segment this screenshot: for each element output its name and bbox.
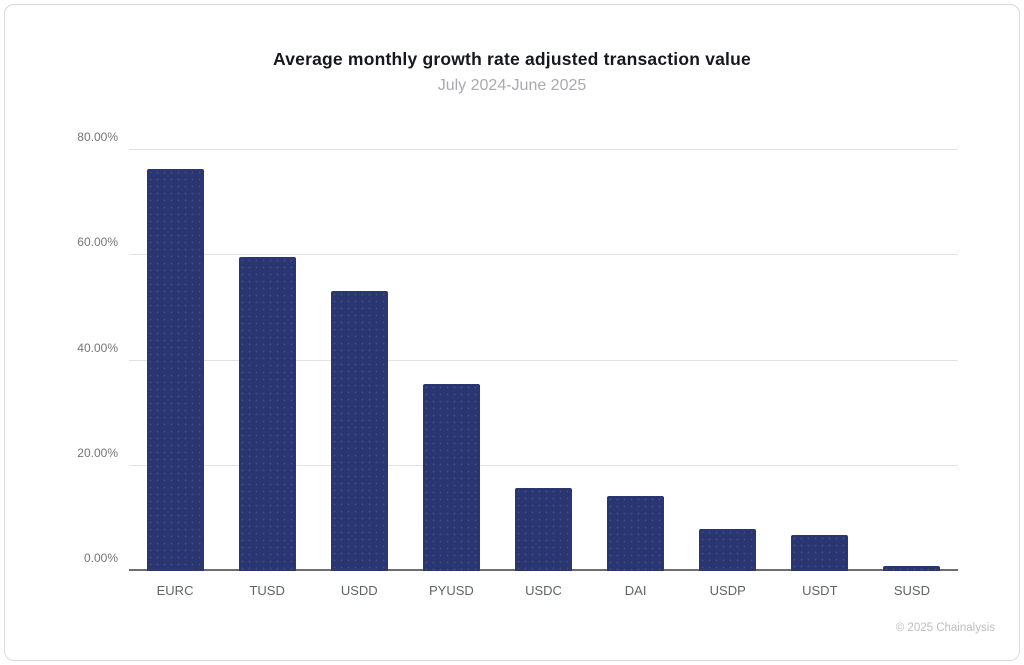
x-tick-label-usdp: USDP [709,583,746,598]
bar-eurc[interactable] [146,169,204,571]
bar-usdd[interactable] [330,291,388,571]
x-tick-label-usdt: USDT [802,583,838,598]
chart-card: Average monthly growth rate adjusted tra… [4,4,1020,661]
bar-slot-pyusd [405,150,497,571]
bar-slot-usdt [774,150,866,571]
bar-slot-tusd [221,150,313,571]
x-tick-label-tusd: TUSD [249,583,285,598]
y-tick-label: 0.00% [83,551,118,565]
copyright-text: © 2025 Chainalysis [895,622,995,634]
bar-slot-eurc [129,150,221,571]
bar-slot-usdd [313,150,405,571]
x-tick-label-usdc: USDC [525,583,562,598]
y-tick-label: 80.00% [77,130,118,144]
gridline [129,359,958,361]
bar-dai[interactable] [607,495,665,571]
x-tick-label-pyusd: PYUSD [428,583,474,598]
bar-slot-dai [590,150,682,571]
y-tick-label: 60.00% [77,235,118,250]
bar-slot-susd [866,150,958,571]
y-tick-label: 20.00% [77,445,118,460]
x-tick-label-susd: SUSD [893,583,930,598]
bar-usdt[interactable] [791,535,849,571]
chart-subtitle: July 2024-June 2025 [437,77,587,94]
bar-pyusd[interactable] [422,383,480,571]
gridline [129,464,958,466]
bar-susd[interactable] [883,566,941,571]
bar-usdp[interactable] [699,529,757,571]
x-axis-labels: EURC TUSD USDD PYUSD USDC DAI USDP USDT SUSD [129,583,958,598]
chart-title: Average monthly growth rate adjusted tra… [273,49,751,69]
bar-slot-usdp [682,150,774,571]
bar-tusd[interactable] [238,257,296,571]
x-tick-label-eurc: EURC [156,583,194,598]
bar-usdc[interactable] [514,488,572,571]
y-tick-label: 40.00% [77,340,118,355]
plot-area: 80.00% 60.00% 40.00% 20.00% 0.00% [77,130,958,571]
x-tick-label-usdd: USDD [340,583,378,598]
x-tick-label-dai: DAI [624,583,647,598]
gridline [129,254,958,256]
bar-slot-usdc [497,150,589,571]
bars-layer [129,150,958,571]
gridline [129,149,958,150]
